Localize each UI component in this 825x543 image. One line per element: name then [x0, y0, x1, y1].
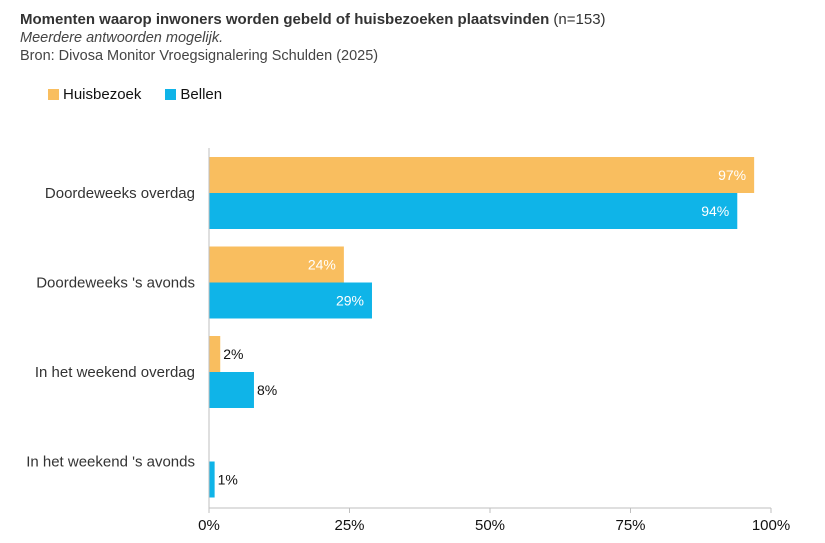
x-tick-label: 0%	[198, 517, 220, 534]
data-label: 8%	[257, 382, 277, 398]
legend-swatch-huisbezoek	[48, 89, 59, 100]
legend-label-bellen: Bellen	[180, 86, 223, 103]
x-tick-label: 50%	[475, 517, 505, 534]
category-label: Doordeweeks 's avonds	[36, 275, 195, 292]
bar-bellen	[209, 461, 215, 498]
x-tick-label: 75%	[615, 517, 645, 534]
data-label: 29%	[336, 293, 364, 309]
sample-size-label: (n=153)	[553, 11, 606, 28]
category-label: In het weekend overdag	[35, 364, 195, 381]
chart-title-text: Momenten waarop inwoners worden gebeld o…	[20, 11, 550, 28]
legend-item-huisbezoek: Huisbezoek	[48, 86, 141, 103]
chart-header: Momenten waarop inwoners worden gebeld o…	[20, 11, 606, 65]
bar-huisbezoek	[209, 157, 755, 193]
chart-source: Bron: Divosa Monitor Vroegsignalering Sc…	[20, 48, 379, 64]
category-label: In het weekend 's avonds	[26, 454, 195, 471]
data-label: 2%	[223, 346, 243, 362]
legend-label-huisbezoek: Huisbezoek	[63, 86, 142, 103]
bar-bellen	[209, 282, 372, 319]
category-label: Doordeweeks overdag	[45, 185, 195, 202]
x-tick-label: 100%	[752, 517, 790, 534]
bar-bellen	[209, 193, 738, 229]
bar-huisbezoek	[209, 246, 344, 283]
chart-subtitle: Meerdere antwoorden mogelijk.	[20, 30, 224, 46]
bar-huisbezoek	[209, 336, 221, 372]
data-label: 94%	[701, 203, 729, 219]
chart-title: Momenten waarop inwoners worden gebeld o…	[20, 11, 606, 29]
bar-bellen	[209, 372, 254, 408]
x-tick-label: 25%	[334, 517, 364, 534]
data-label: 1%	[218, 472, 238, 488]
data-label: 24%	[308, 257, 336, 273]
chart-legend: Huisbezoek Bellen	[48, 86, 246, 103]
data-label: 97%	[718, 167, 746, 183]
legend-item-bellen: Bellen	[165, 86, 222, 103]
legend-swatch-bellen	[165, 89, 177, 100]
